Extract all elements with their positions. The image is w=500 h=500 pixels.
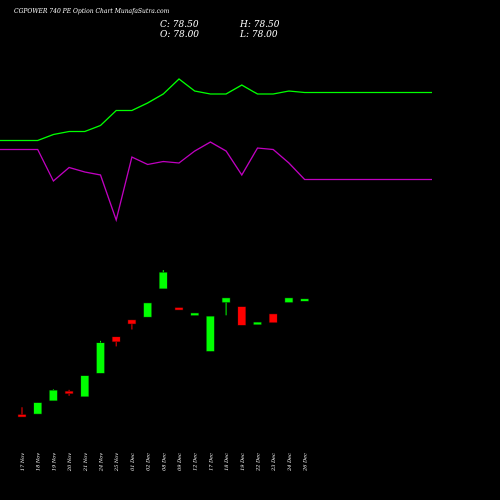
- candle-24-nov: [96, 340, 105, 374]
- low-value: L: 78.00: [240, 30, 278, 40]
- candle-09-dec: [174, 307, 184, 311]
- candle-21-nov: [80, 375, 90, 397]
- x-tick-label: 24 Dec: [287, 453, 293, 472]
- indicator-line-1: [0, 78, 432, 142]
- x-tick-label: 23 Dec: [271, 453, 277, 472]
- candle-body: [49, 390, 58, 402]
- close-value: C: 78.50: [160, 20, 199, 30]
- candle-body: [190, 312, 199, 316]
- candle-body: [159, 272, 168, 290]
- candle-22-dec: [253, 321, 262, 325]
- candle-24-dec: [284, 297, 294, 303]
- candle-20-nov: [64, 389, 74, 396]
- candle-body: [253, 321, 262, 325]
- candle-body: [127, 319, 137, 325]
- x-tick-label: 18 Nov: [36, 453, 42, 471]
- x-tick-label: 22 Dec: [256, 453, 262, 472]
- candle-body: [206, 315, 215, 352]
- x-tick-label: 25 Nov: [114, 453, 120, 472]
- indicator-line-2: [0, 141, 432, 223]
- indicator-lines: [0, 78, 432, 223]
- candle-body: [268, 313, 278, 323]
- candle-body: [174, 307, 184, 311]
- candle-body: [284, 297, 294, 303]
- high-value: H: 78.50: [240, 20, 280, 30]
- candle-body: [237, 306, 247, 326]
- candle-body: [33, 402, 42, 415]
- candle-body: [111, 336, 121, 343]
- x-tick-label: 02 Dec: [146, 453, 152, 471]
- x-axis-ticks: 17 Nov 18 Nov 19 Nov 20 Nov 21 Nov 24 Nov 25 N…: [20, 453, 309, 472]
- candle-body: [96, 342, 105, 374]
- x-tick-label: 09 Dec: [177, 453, 183, 471]
- candle-26-dec: [300, 298, 309, 302]
- candle-18-nov: [33, 402, 42, 415]
- x-tick-label: 01 Dec: [130, 453, 136, 471]
- candle-19-dec: [237, 306, 247, 326]
- x-tick-label: 19 Nov: [51, 453, 57, 471]
- open-value: O: 78.00: [160, 30, 200, 40]
- candle-01-dec: [127, 319, 137, 330]
- x-tick-label: 12 Dec: [193, 453, 199, 471]
- candle-body: [300, 298, 309, 302]
- candle-body: [64, 390, 74, 394]
- candle-08-dec: [159, 270, 168, 290]
- x-tick-label: 24 Nov: [99, 453, 105, 472]
- candle-body: [221, 297, 231, 303]
- candle-body: [143, 302, 152, 318]
- candle-02-dec: [143, 302, 152, 318]
- candle-19-nov: [49, 389, 58, 402]
- candle-18-dec: [221, 297, 231, 316]
- candle-25-nov: [111, 336, 121, 347]
- x-tick-label: 17 Dec: [208, 453, 214, 471]
- candle-body: [80, 375, 90, 397]
- x-tick-label: 26 Dec: [303, 453, 309, 472]
- candle-23-dec: [268, 313, 278, 323]
- candle-17-nov: [17, 407, 27, 418]
- x-tick-label: 08 Dec: [161, 453, 167, 471]
- x-tick-label: 19 Dec: [240, 453, 246, 471]
- x-tick-label: 21 Nov: [83, 453, 89, 472]
- candle-body: [17, 414, 27, 418]
- chart-title: CGPOWER 740 PE Option Chart MunafaSutra.…: [14, 8, 170, 15]
- x-tick-label: 17 Nov: [20, 453, 26, 471]
- x-tick-label: 18 Dec: [224, 453, 230, 471]
- candlesticks: [17, 270, 309, 418]
- x-tick-label: 20 Nov: [67, 453, 73, 472]
- candle-17-dec: [206, 315, 215, 352]
- candle-12-dec: [190, 312, 199, 316]
